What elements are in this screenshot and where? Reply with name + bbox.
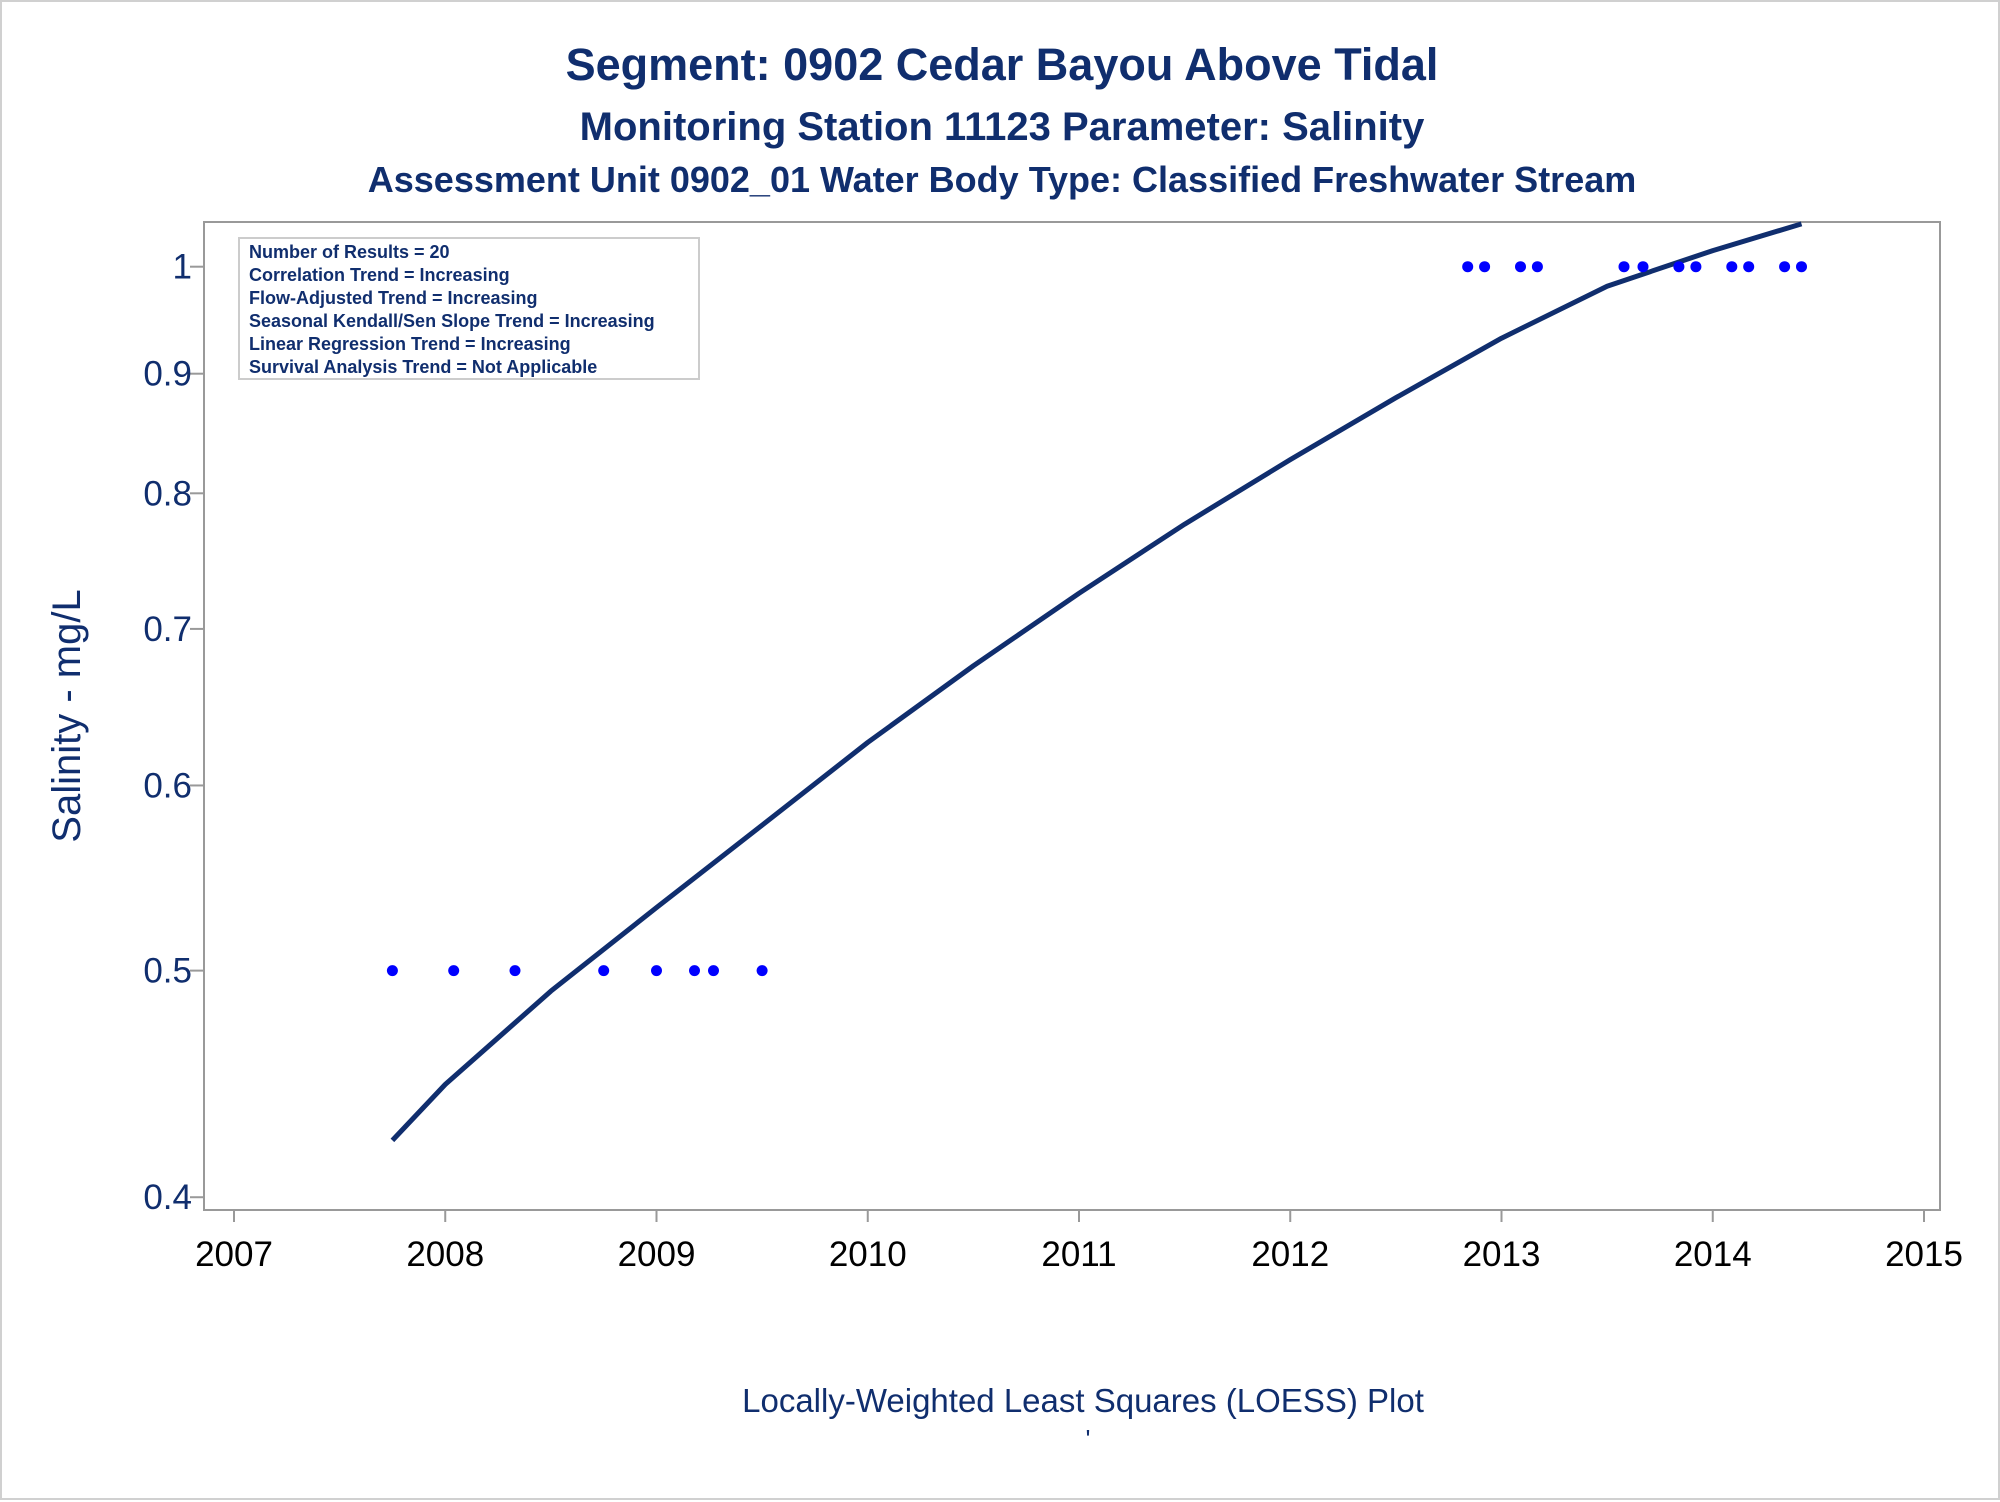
loess-line-series xyxy=(390,221,1803,1143)
footnote-mark: ' xyxy=(1086,1424,1091,1454)
data-point xyxy=(1618,261,1630,273)
footnote-caption: Locally-Weighted Least Squares (LOESS) P… xyxy=(742,1382,1424,1419)
title-line-1: Segment: 0902 Cedar Bayou Above Tidal xyxy=(566,39,1439,90)
data-point xyxy=(1673,261,1685,273)
data-point xyxy=(448,965,460,977)
data-point xyxy=(756,965,768,977)
x-tick-label: 2007 xyxy=(195,1235,273,1274)
data-point xyxy=(1531,261,1543,273)
data-point xyxy=(689,965,700,977)
x-tick-label: 2014 xyxy=(1674,1235,1752,1274)
data-point xyxy=(1779,261,1791,273)
x-axis: 2007 2008 2009 2010 2011 2012 2013 2014 2015 xyxy=(195,1210,1963,1274)
y-tick-label: 0.5 xyxy=(143,952,192,991)
data-point xyxy=(1743,261,1755,273)
y-tick-label: 0.8 xyxy=(143,474,192,513)
data-point xyxy=(509,965,521,977)
data-point xyxy=(1637,261,1649,273)
loess-curve xyxy=(390,221,1803,1143)
y-tick-label: 0.4 xyxy=(143,1178,192,1217)
observation-points xyxy=(386,261,1807,977)
x-tick-label: 2015 xyxy=(1885,1235,1963,1274)
stat-flow-adjusted-trend: Flow-Adjusted Trend = Increasing xyxy=(249,288,538,308)
stat-seasonal-kendall-trend: Seasonal Kendall/Sen Slope Trend = Incre… xyxy=(249,311,655,331)
x-tick-label: 2013 xyxy=(1463,1235,1541,1274)
y-axis: 0.4 0.5 0.6 0.7 0.8 0.9 1 xyxy=(143,248,204,1217)
title-line-2: Monitoring Station 11123 Parameter: Sali… xyxy=(580,105,1425,149)
title-line-3: Assessment Unit 0902_01 Water Body Type:… xyxy=(368,159,1637,200)
data-point xyxy=(1462,261,1474,273)
y-tick-label: 1 xyxy=(173,248,192,287)
x-tick-label: 2012 xyxy=(1251,1235,1329,1274)
data-point xyxy=(1479,261,1491,273)
data-point xyxy=(1690,261,1702,273)
data-point xyxy=(1515,261,1526,273)
data-point xyxy=(386,965,398,977)
data-point xyxy=(1726,261,1738,273)
y-tick-label: 0.6 xyxy=(143,766,192,805)
y-axis-label: Salinity - mg/L xyxy=(45,589,89,842)
stat-number-of-results: Number of Results = 20 xyxy=(249,242,450,262)
data-point xyxy=(1796,261,1807,273)
data-point xyxy=(651,965,662,977)
stat-linear-regression-trend: Linear Regression Trend = Increasing xyxy=(249,334,571,354)
data-point xyxy=(708,965,719,977)
stats-box-border xyxy=(238,237,700,380)
y-tick-label: 0.9 xyxy=(143,355,192,394)
x-tick-label: 2010 xyxy=(829,1235,907,1274)
stat-survival-analysis-trend: Survival Analysis Trend = Not Applicable xyxy=(249,357,597,377)
x-tick-label: 2008 xyxy=(406,1235,484,1274)
y-tick-label: 0.7 xyxy=(143,610,192,649)
stats-box: Number of Results = 20 Correlation Trend… xyxy=(238,237,700,380)
data-point xyxy=(598,965,610,977)
plot-area xyxy=(203,221,1941,1211)
x-tick-label: 2009 xyxy=(618,1235,696,1274)
x-tick-label: 2011 xyxy=(1041,1235,1116,1274)
stat-correlation-trend: Correlation Trend = Increasing xyxy=(249,265,510,285)
